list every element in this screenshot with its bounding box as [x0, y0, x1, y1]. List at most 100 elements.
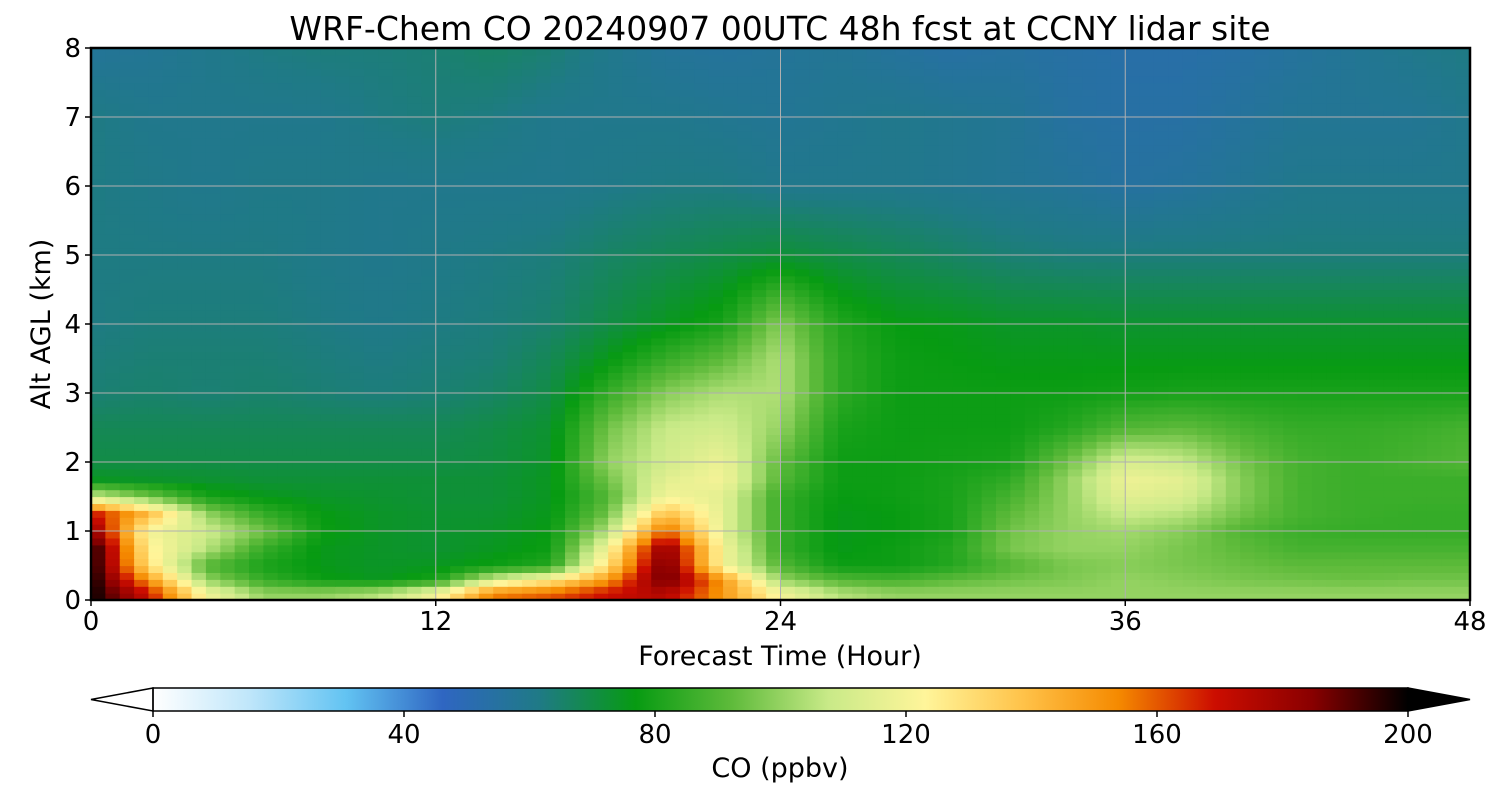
heatmap-cell [234, 413, 250, 422]
heatmap-cell [679, 503, 695, 511]
heatmap-cell [392, 330, 408, 339]
heatmap-cell [981, 565, 997, 573]
heatmap-cell [1326, 241, 1342, 249]
heatmap-cell [1096, 303, 1112, 311]
heatmap-cell [1441, 317, 1457, 325]
heatmap-cell [794, 275, 810, 284]
heatmap-cell [679, 303, 695, 311]
heatmap-cell [995, 275, 1011, 284]
heatmap-cell [550, 324, 566, 332]
heatmap-cell [1268, 255, 1284, 263]
heatmap-cell [1168, 558, 1184, 567]
heatmap-cell [119, 379, 135, 387]
heatmap-cell [593, 579, 609, 587]
heatmap-cell [967, 441, 983, 449]
heatmap-cell [909, 593, 925, 600]
heatmap-cell [1197, 475, 1213, 484]
heatmap-cell [119, 462, 135, 470]
heatmap-cell [665, 386, 681, 394]
heatmap-cell [1082, 558, 1098, 567]
heatmap-cell [967, 565, 983, 573]
heatmap-cell [952, 393, 968, 401]
heatmap-cell [579, 289, 595, 297]
heatmap-cell [1326, 372, 1342, 380]
heatmap-cell [119, 296, 135, 304]
heatmap-cell [1110, 275, 1126, 284]
heatmap-cell [1355, 482, 1371, 491]
heatmap-cell [895, 544, 911, 553]
heatmap-cell [881, 351, 897, 360]
heatmap-cell [1053, 441, 1069, 449]
heatmap-cell [952, 344, 968, 353]
heatmap-cell [306, 496, 322, 504]
heatmap-cell [1311, 413, 1327, 422]
heatmap-cell [177, 510, 193, 518]
heatmap-cell [1283, 517, 1299, 525]
heatmap-cell [608, 241, 624, 249]
heatmap-cell [651, 255, 667, 263]
heatmap-cell [981, 427, 997, 435]
heatmap-cell [751, 248, 767, 256]
heatmap-cell [1340, 268, 1356, 277]
heatmap-cell [593, 441, 609, 449]
heatmap-cell [1268, 524, 1284, 532]
heatmap-cell [1240, 399, 1256, 408]
heatmap-cell [1010, 330, 1026, 339]
heatmap-cell [1139, 372, 1155, 380]
heatmap-cell [823, 282, 839, 291]
heatmap-cell [866, 310, 882, 318]
heatmap-cell [938, 393, 954, 401]
heatmap-cell [1182, 406, 1198, 415]
heatmap-cell [464, 482, 480, 491]
heatmap-cell [119, 393, 135, 401]
heatmap-cell [881, 531, 897, 539]
heatmap-cell [493, 434, 509, 442]
heatmap-cell [1225, 317, 1241, 325]
heatmap-cell [550, 303, 566, 311]
heatmap-cell [148, 399, 164, 408]
heatmap-cell [1010, 544, 1026, 553]
heatmap-cell [550, 510, 566, 518]
heatmap-cell [967, 586, 983, 594]
heatmap-cell [1153, 241, 1169, 249]
heatmap-cell [1311, 420, 1327, 429]
heatmap-cell [622, 448, 638, 456]
heatmap-cell [751, 372, 767, 380]
heatmap-cell [162, 427, 178, 435]
heatmap-cell [191, 420, 207, 429]
heatmap-cell [119, 503, 135, 511]
heatmap-cell [1197, 572, 1213, 580]
heatmap-cell [995, 413, 1011, 422]
heatmap-cell [1139, 296, 1155, 304]
heatmap-cell [1254, 255, 1270, 263]
heatmap-cell [1153, 372, 1169, 380]
heatmap-cell [909, 317, 925, 325]
heatmap-cell [1225, 441, 1241, 449]
heatmap-cell [450, 303, 466, 311]
heatmap-cell [478, 496, 494, 504]
heatmap-cell [608, 372, 624, 380]
heatmap-cell [478, 455, 494, 463]
heatmap-cell [363, 275, 379, 284]
heatmap-cell [1211, 358, 1227, 366]
heatmap-cell [162, 434, 178, 442]
heatmap-cell [579, 434, 595, 442]
heatmap-cell [1398, 317, 1414, 325]
heatmap-cell [435, 455, 451, 463]
heatmap-cell [1383, 386, 1399, 394]
heatmap-cell [1441, 393, 1457, 401]
heatmap-cell [105, 468, 121, 477]
heatmap-cell [378, 268, 394, 277]
heatmap-cell [1225, 565, 1241, 573]
heatmap-cell [1010, 248, 1026, 256]
heatmap-cell [1125, 441, 1141, 449]
heatmap-cell [1110, 427, 1126, 435]
heatmap-cell [651, 517, 667, 525]
heatmap-cell [751, 399, 767, 408]
heatmap-cell [809, 517, 825, 525]
heatmap-cell [1125, 324, 1141, 332]
heatmap-cell [1197, 586, 1213, 594]
heatmap-cell [191, 489, 207, 498]
heatmap-cell [1369, 289, 1385, 297]
heatmap-cell [751, 489, 767, 498]
